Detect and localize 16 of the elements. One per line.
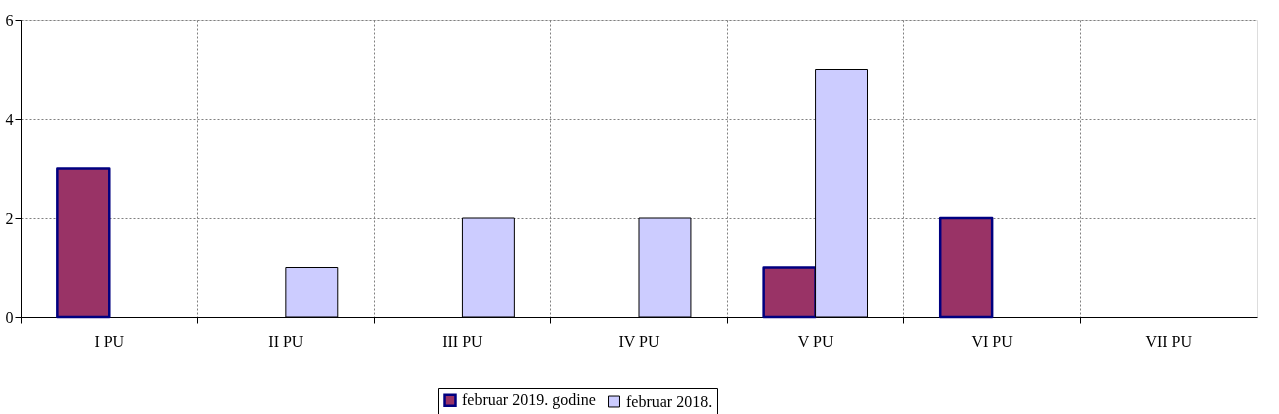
bar	[56, 167, 111, 319]
x-tick-label: IV PU	[618, 332, 660, 350]
y-tick-label: 0	[5, 308, 14, 326]
x-tick-label: II PU	[268, 332, 304, 350]
bar	[938, 216, 994, 319]
legend-label: februar 2018.	[626, 392, 713, 410]
y-tick-label: 2	[5, 209, 14, 227]
x-tick-label: V PU	[797, 332, 834, 350]
legend-label: februar 2019. godine	[462, 391, 596, 410]
x-tick-label: I PU	[94, 332, 125, 350]
bar	[762, 266, 817, 319]
x-tick-label: VII PU	[1145, 332, 1193, 350]
x-tick-label: VI PU	[971, 332, 1014, 350]
y-tick-label: 4	[5, 110, 14, 128]
y-tick-label: 6	[5, 11, 14, 29]
x-tick-label: III PU	[442, 332, 484, 350]
